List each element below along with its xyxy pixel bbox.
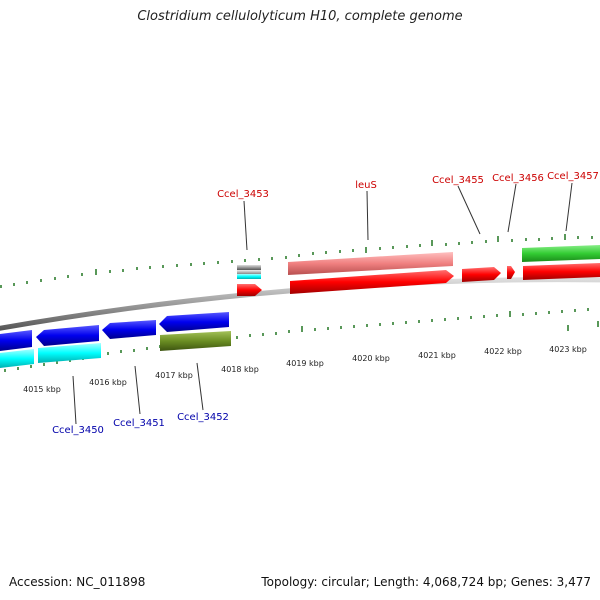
feature-cds-forward[interactable] xyxy=(507,266,515,279)
gene-label[interactable]: leuS xyxy=(355,180,377,191)
feature-cds-reverse[interactable] xyxy=(36,325,99,346)
scale-labels: 4015 kbp 4016 kbp 4017 kbp 4018 kbp 4019… xyxy=(23,345,587,394)
gene-label[interactable]: Ccel_3455 xyxy=(432,175,484,186)
feature-cds-forward[interactable] xyxy=(237,284,262,296)
genome-summary-text: Topology: circular; Length: 4,068,724 bp… xyxy=(261,575,591,589)
gene-label[interactable]: Ccel_3457 xyxy=(547,171,599,182)
feature-small-gray[interactable] xyxy=(237,270,261,274)
feature-rna-forward[interactable] xyxy=(522,245,600,262)
top-gene-labels: Ccel_3453 leuS Ccel_3455 Ccel_3456 Ccel_… xyxy=(217,171,599,200)
reverse-strand-features xyxy=(0,312,231,368)
scale-label: 4019 kbp xyxy=(286,359,324,368)
bottom-gene-leaders xyxy=(72,362,204,425)
feature-gene-forward[interactable] xyxy=(288,252,453,275)
bottom-gene-labels: Ccel_3450 Ccel_3451 Ccel_3452 xyxy=(52,412,229,436)
feature-gene-reverse[interactable] xyxy=(160,331,231,351)
accession-text: Accession: NC_011898 xyxy=(9,575,146,589)
feature-cds-reverse[interactable] xyxy=(0,330,32,351)
gene-label[interactable]: Ccel_3451 xyxy=(113,418,165,429)
scale-label: 4015 kbp xyxy=(23,385,61,394)
scale-label: 4017 kbp xyxy=(155,371,193,380)
feature-cds-forward[interactable] xyxy=(523,263,600,280)
top-gene-leaders xyxy=(243,182,573,251)
feature-gene-reverse[interactable] xyxy=(0,349,34,368)
feature-gene-reverse[interactable] xyxy=(38,343,101,363)
feature-small-gray[interactable] xyxy=(237,265,261,270)
gene-label[interactable]: Ccel_3450 xyxy=(52,425,104,436)
gene-label[interactable]: Ccel_3453 xyxy=(217,189,269,200)
feature-small-cyan[interactable] xyxy=(237,274,261,279)
scale-label: 4022 kbp xyxy=(484,347,522,356)
feature-cds-forward[interactable] xyxy=(290,270,454,294)
scale-label: 4018 kbp xyxy=(221,365,259,374)
scale-label: 4016 kbp xyxy=(89,378,127,387)
forward-strand-features xyxy=(237,245,600,296)
gene-label[interactable]: Ccel_3456 xyxy=(492,173,544,184)
top-tick-track xyxy=(0,234,593,288)
scale-label: 4021 kbp xyxy=(418,351,456,360)
map-title: Clostridium cellulolyticum H10, complete… xyxy=(137,9,463,24)
feature-cds-forward[interactable] xyxy=(462,267,501,282)
gene-label[interactable]: Ccel_3452 xyxy=(177,412,229,423)
feature-cds-reverse[interactable] xyxy=(102,320,156,339)
feature-cds-reverse[interactable] xyxy=(159,312,229,332)
scale-label: 4023 kbp xyxy=(549,345,587,354)
scale-label: 4020 kbp xyxy=(352,354,390,363)
